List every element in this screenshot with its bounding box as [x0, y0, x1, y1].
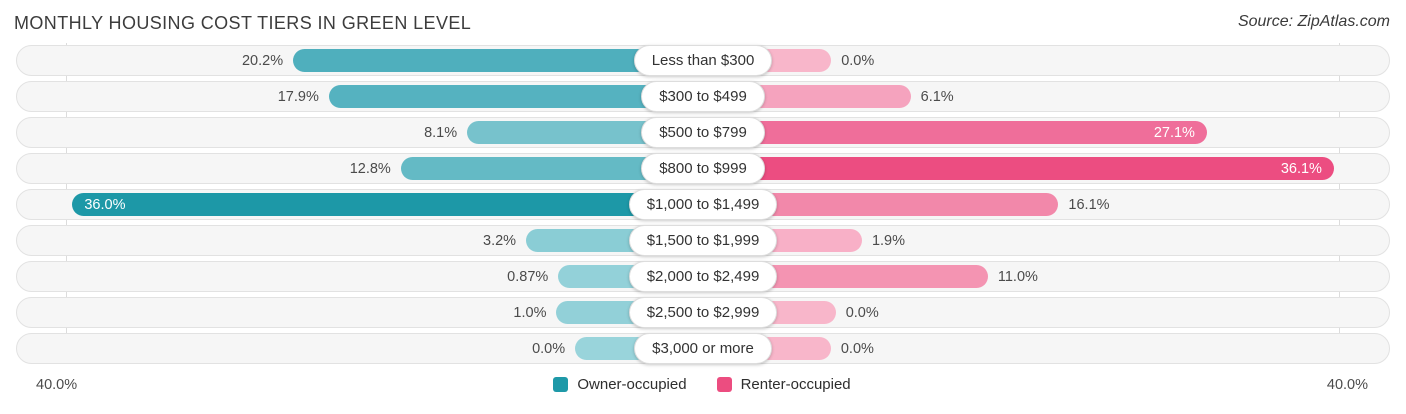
renter-bar	[762, 49, 832, 72]
category-label: Less than $300	[651, 52, 755, 69]
renter-side: 1.9%	[767, 226, 1389, 255]
renter-value-label: 0.0%	[841, 52, 875, 69]
owner-value-label: 36.0%	[84, 196, 126, 213]
source-attribution: Source: ZipAtlas.com	[1237, 13, 1390, 30]
owner-value-label: 0.87%	[507, 268, 549, 285]
category-pill: $1,500 to $1,999	[628, 225, 778, 256]
renter-side: 0.0%	[767, 298, 1389, 327]
legend-item-renter: Renter-occupied	[716, 376, 851, 393]
category-label: $300 to $499	[659, 88, 747, 105]
renter-bar	[767, 301, 836, 324]
owner-bar	[328, 85, 652, 108]
owner-bar	[556, 301, 639, 324]
renter-value-label: 0.0%	[840, 340, 874, 357]
renter-side: 6.1%	[754, 82, 1389, 111]
chart-footer: 40.0% Owner-occupied Renter-occupied 40.…	[0, 369, 1406, 393]
owner-value-label: 3.2%	[483, 232, 517, 249]
renter-bar: 36.1%	[754, 157, 1334, 180]
chart-row: 17.9% $300 to $499 6.1%	[16, 81, 1390, 112]
owner-value-label: 1.0%	[513, 304, 547, 321]
owner-value-label: 12.8%	[349, 160, 391, 177]
renter-value-label: 6.1%	[920, 88, 954, 105]
left-axis-max-label: 40.0%	[36, 376, 78, 393]
owner-side: 12.8%	[17, 154, 652, 183]
owner-bar	[467, 121, 652, 144]
renter-bar: 27.1%	[754, 121, 1207, 144]
category-label: $1,500 to $1,999	[646, 232, 760, 249]
renter-legend-label: Renter-occupied	[740, 376, 851, 393]
owner-bar	[558, 265, 639, 288]
owner-value-label: 20.2%	[241, 52, 284, 69]
chart-row: 20.2% Less than $300 0.0%	[16, 45, 1390, 76]
category-label: $3,000 or more	[652, 340, 754, 357]
chart-row: 1.0% $2,500 to $2,999 0.0%	[16, 297, 1390, 328]
owner-value-label: 17.9%	[277, 88, 319, 105]
category-label: $2,500 to $2,999	[646, 304, 760, 321]
category-label: $1,000 to $1,499	[646, 196, 760, 213]
renter-legend-swatch-icon	[716, 377, 732, 392]
renter-value-label: 36.1%	[1280, 160, 1322, 177]
owner-value-label: 8.1%	[424, 124, 458, 141]
category-pill: $1,000 to $1,499	[628, 189, 778, 220]
legend: Owner-occupied Renter-occupied	[553, 376, 851, 393]
chart-row: 0.0% $3,000 or more 0.0%	[16, 333, 1390, 364]
owner-legend-label: Owner-occupied	[577, 376, 687, 393]
renter-side: 36.1%	[754, 154, 1389, 183]
renter-bar	[767, 193, 1059, 216]
renter-value-label: 27.1%	[1153, 124, 1195, 141]
category-label: $500 to $799	[659, 124, 747, 141]
renter-side: 11.0%	[767, 262, 1389, 291]
owner-bar	[400, 157, 652, 180]
chart-row: 12.8% $800 to $999 36.1%	[16, 153, 1390, 184]
chart-rows: 20.2% Less than $300 0.0% 17.9% $300 to …	[0, 45, 1406, 364]
legend-item-owner: Owner-occupied	[553, 376, 687, 393]
renter-bar	[754, 85, 911, 108]
owner-side: 1.0%	[17, 298, 639, 327]
owner-bar	[293, 49, 644, 72]
renter-value-label: 0.0%	[845, 304, 879, 321]
owner-side: 20.2%	[17, 46, 644, 75]
owner-bar	[575, 337, 645, 360]
renter-side: 16.1%	[767, 190, 1389, 219]
category-pill: $3,000 or more	[634, 333, 772, 364]
owner-bar: 36.0%	[72, 193, 639, 216]
owner-side: 17.9%	[17, 82, 652, 111]
renter-value-label: 16.1%	[1068, 196, 1110, 213]
owner-bar	[526, 229, 639, 252]
renter-value-label: 11.0%	[997, 268, 1038, 285]
renter-bar	[767, 229, 862, 252]
category-pill: Less than $300	[633, 45, 773, 76]
category-pill: $800 to $999	[641, 153, 765, 184]
chart-row: 8.1% $500 to $799 27.1%	[16, 117, 1390, 148]
category-pill: $2,000 to $2,499	[628, 261, 778, 292]
category-pill: $2,500 to $2,999	[628, 297, 778, 328]
right-axis-max-label: 40.0%	[1326, 376, 1368, 393]
owner-side: 3.2%	[17, 226, 639, 255]
renter-side: 0.0%	[761, 334, 1389, 363]
renter-value-label: 1.9%	[871, 232, 906, 249]
renter-bar	[767, 265, 988, 288]
category-pill: $300 to $499	[641, 81, 765, 112]
category-pill: $500 to $799	[641, 117, 765, 148]
category-label: $2,000 to $2,499	[646, 268, 760, 285]
chart-title: MONTHLY HOUSING COST TIERS IN GREEN LEVE…	[14, 13, 472, 33]
category-label: $800 to $999	[659, 160, 747, 177]
owner-side: 0.0%	[17, 334, 645, 363]
owner-value-label: 0.0%	[532, 340, 566, 357]
chart-header: MONTHLY HOUSING COST TIERS IN GREEN LEVE…	[0, 0, 1406, 43]
owner-legend-swatch-icon	[553, 377, 569, 392]
renter-side: 0.0%	[762, 46, 1389, 75]
chart-row: 36.0% $1,000 to $1,499 16.1%	[16, 189, 1390, 220]
chart-row: 0.87% $2,000 to $2,499 11.0%	[16, 261, 1390, 292]
owner-side: 0.87%	[17, 262, 639, 291]
owner-side: 8.1%	[17, 118, 652, 147]
renter-bar	[761, 337, 831, 360]
chart-row: 3.2% $1,500 to $1,999 1.9%	[16, 225, 1390, 256]
renter-side: 27.1%	[754, 118, 1389, 147]
owner-side: 36.0%	[17, 190, 639, 219]
chart-area: 20.2% Less than $300 0.0% 17.9% $300 to …	[0, 43, 1406, 364]
